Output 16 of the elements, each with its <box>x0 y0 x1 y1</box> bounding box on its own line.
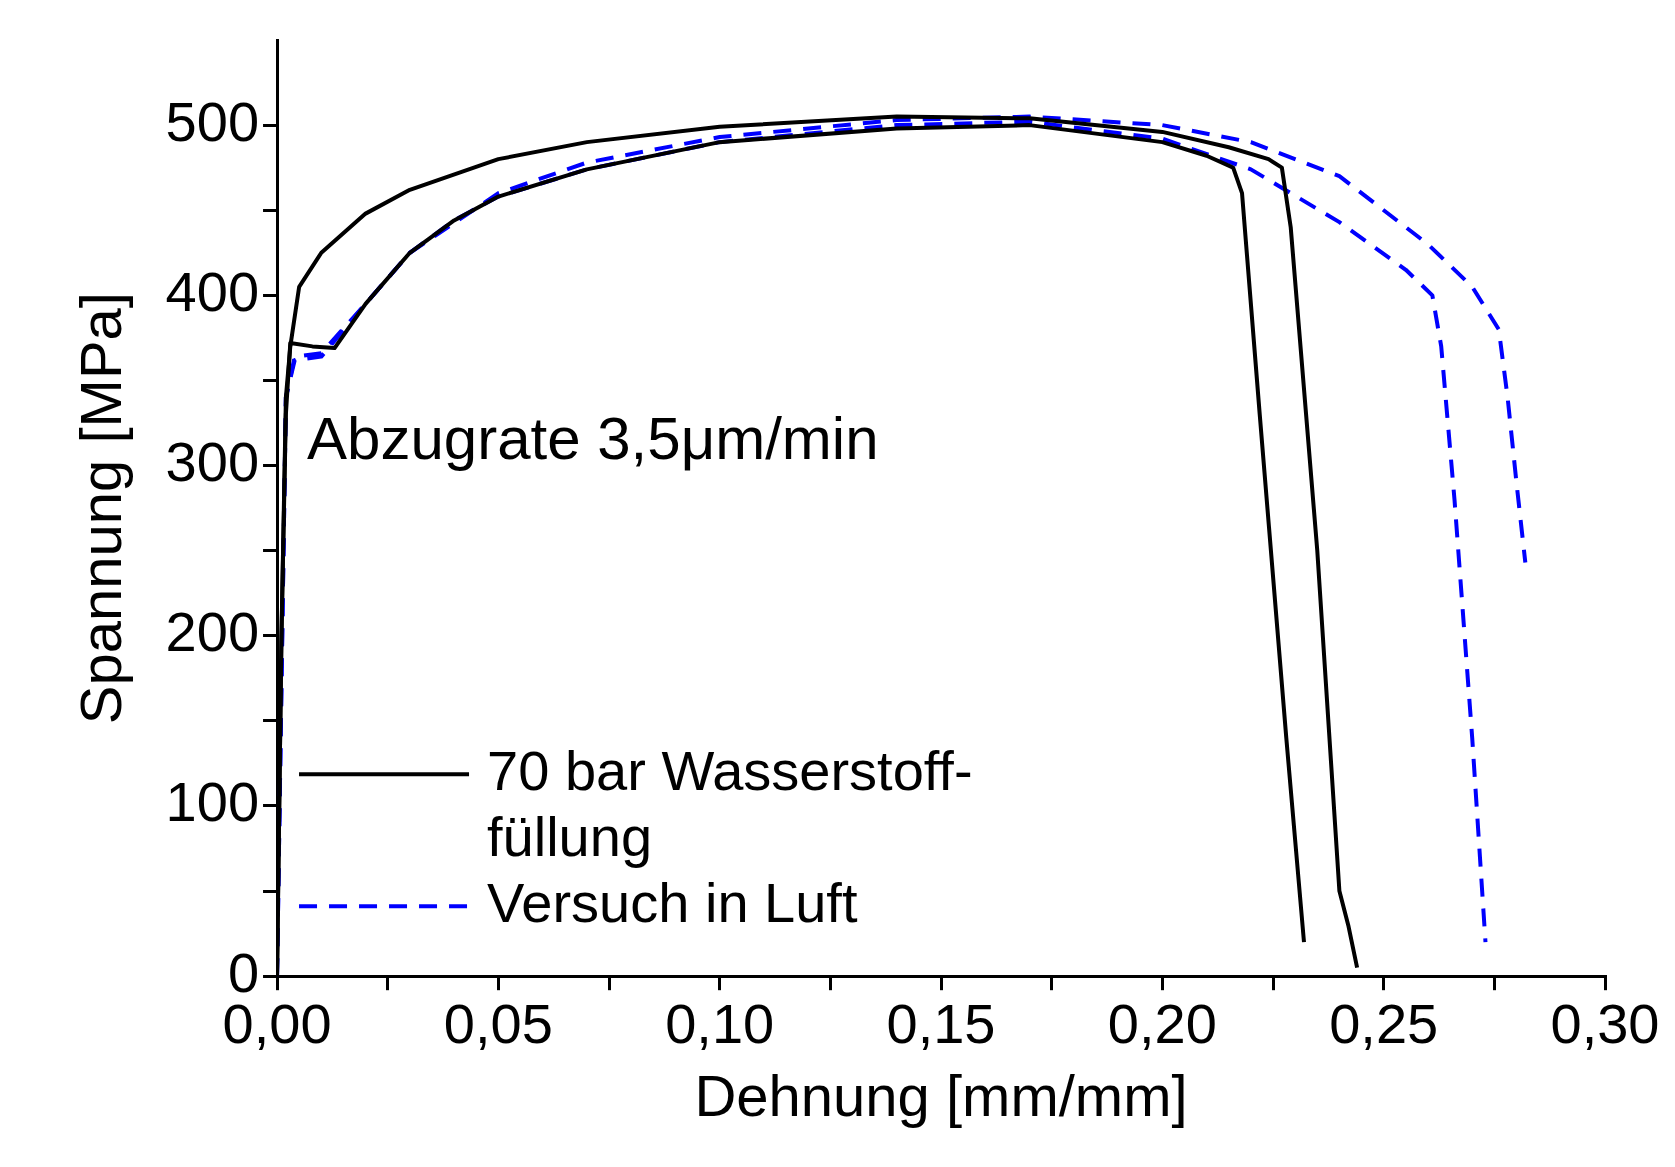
y-tick-label: 100 <box>165 770 260 834</box>
y-tick-label: 300 <box>165 429 260 493</box>
y-tick-label: 500 <box>165 89 260 153</box>
x-axis-title: Dehnung [mm/mm] <box>694 1063 1188 1129</box>
x-tick-label: 0,15 <box>886 992 996 1056</box>
annotation: Abzugrate 3,5μm/min <box>307 405 879 473</box>
x-tick-label: 0,30 <box>1550 992 1660 1056</box>
y-tick-label: 400 <box>165 259 260 323</box>
x-tick-label: 0,05 <box>443 992 553 1056</box>
x-tick-label: 0,25 <box>1329 992 1439 1056</box>
x-tick-label: 0,20 <box>1107 992 1217 1056</box>
x-tick-label: 0,10 <box>665 992 775 1056</box>
legend-label: Versuch in Luft <box>487 870 858 934</box>
legend-label: 70 bar Wasserstoff-füllung <box>487 738 973 868</box>
y-axis-title: Spannung [MPa] <box>67 292 133 725</box>
y-tick-label: 200 <box>165 600 260 664</box>
